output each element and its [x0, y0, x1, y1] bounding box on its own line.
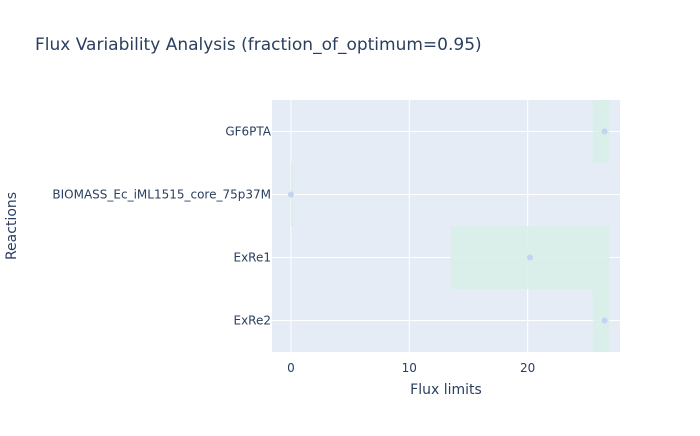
y-tick-label: ExRe1	[234, 251, 272, 265]
range-bar	[592, 100, 610, 163]
data-point	[527, 254, 534, 261]
y-axis-label: Reactions	[4, 192, 20, 260]
chart-title: Flux Variability Analysis (fraction_of_o…	[35, 35, 482, 55]
y-tick-label: BIOMASS_Ec_iML1515_core_75p37M	[52, 188, 271, 202]
y-tick-labels: GF6PTA BIOMASS_Ec_iML1515_core_75p37M ExRe…	[52, 125, 271, 328]
x-tick-label: 0	[287, 361, 295, 375]
x-tick-label: 20	[520, 361, 535, 375]
data-points	[287, 128, 608, 324]
x-axis-label: Flux limits	[410, 382, 482, 398]
data-point	[601, 317, 608, 324]
range-bar	[592, 289, 610, 352]
y-tick-label: ExRe2	[234, 314, 272, 328]
data-point	[287, 191, 294, 198]
y-tick-label: GF6PTA	[225, 125, 271, 139]
x-tick-labels: 0 10 20	[287, 361, 535, 375]
data-point	[601, 128, 608, 135]
x-tick-label: 10	[402, 361, 417, 375]
